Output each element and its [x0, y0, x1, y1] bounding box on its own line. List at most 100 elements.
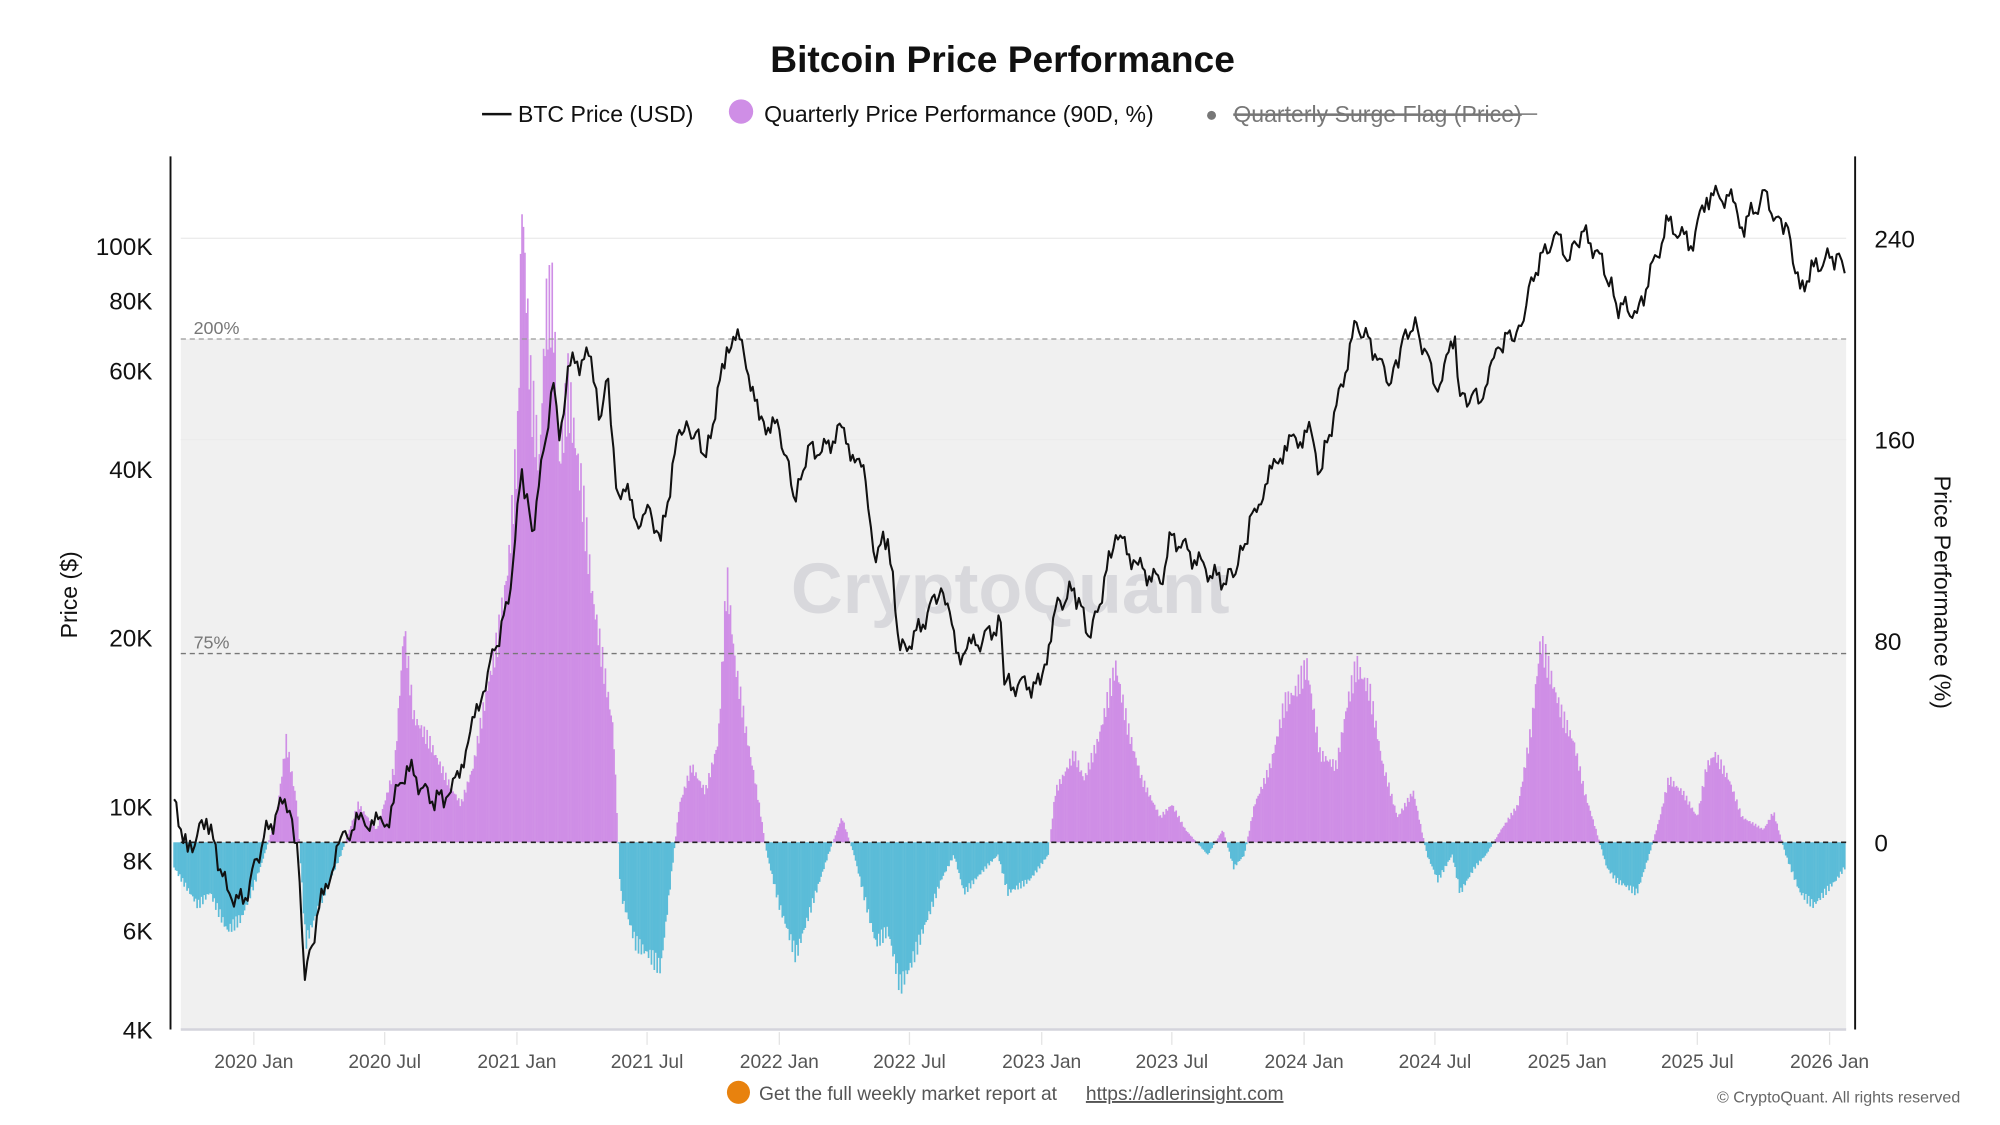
- performance-bar: [223, 842, 226, 927]
- promo-link[interactable]: https://adlerinsight.com: [1086, 1084, 1284, 1105]
- performance-bar: [528, 389, 531, 843]
- performance-bar: [245, 842, 247, 905]
- performance-bar: [1415, 805, 1418, 843]
- performance-bar: [624, 842, 627, 913]
- performance-bar: [679, 801, 682, 843]
- performance-bar: [255, 842, 257, 882]
- performance-bar: [1680, 788, 1682, 843]
- performance-bar: [1426, 842, 1429, 858]
- performance-bar: [626, 842, 628, 913]
- performance-bar: [1843, 842, 1846, 870]
- performance-bar: [203, 842, 206, 896]
- performance-bar: [489, 670, 492, 843]
- performance-bar: [399, 695, 401, 843]
- performance-bar: [721, 661, 723, 843]
- legend-item-performance[interactable]: Quarterly Price Performance (90D, %): [728, 99, 1154, 127]
- performance-bar: [754, 783, 756, 843]
- performance-bar: [1240, 842, 1242, 860]
- performance-bar: [818, 842, 821, 882]
- performance-bar: [1291, 695, 1294, 843]
- performance-bar: [1460, 842, 1462, 888]
- performance-bar: [301, 842, 303, 883]
- legend-item-surge-flag[interactable]: Quarterly Surge Flag (Price): [1207, 101, 1538, 127]
- performance-bar: [1787, 842, 1790, 864]
- performance-bar: [1277, 736, 1280, 843]
- performance-bar: [1511, 815, 1514, 843]
- performance-bar: [884, 842, 887, 939]
- performance-bar: [1485, 842, 1488, 854]
- performance-bar: [488, 681, 490, 843]
- performance-bar: [1395, 812, 1398, 843]
- performance-bar: [324, 842, 326, 896]
- performance-bar: [1035, 842, 1038, 873]
- performance-bar: [827, 842, 830, 854]
- performance-bar: [1136, 765, 1139, 843]
- performance-bar: [1385, 772, 1387, 843]
- performance-bar: [726, 567, 729, 843]
- x-tick-label: 2024 Jul: [1399, 1052, 1472, 1073]
- performance-bar: [206, 842, 209, 895]
- performance-bar: [1001, 842, 1004, 874]
- performance-bar: [654, 842, 657, 953]
- performance-bar: [503, 585, 506, 843]
- x-tick-label: 2022 Jan: [740, 1052, 819, 1073]
- performance-bar: [331, 842, 334, 876]
- performance-bar: [309, 842, 312, 926]
- performance-bar: [1045, 842, 1048, 857]
- performance-bar: [765, 842, 768, 851]
- performance-bar: [926, 842, 929, 921]
- performance-bar: [1307, 680, 1310, 843]
- performance-bar: [1346, 707, 1349, 843]
- performance-bar: [531, 437, 533, 843]
- performance-bar: [1175, 810, 1178, 843]
- performance-bar: [1701, 785, 1704, 843]
- performance-bar: [414, 725, 417, 843]
- performance-bar: [522, 226, 525, 843]
- performance-bar: [1743, 819, 1745, 843]
- performance-bar: [1306, 658, 1308, 843]
- performance-bar: [1451, 842, 1454, 855]
- performance-bar: [1204, 842, 1206, 852]
- performance-bar: [1345, 711, 1347, 843]
- performance-bar: [1155, 809, 1157, 843]
- performance-bar: [962, 842, 965, 889]
- performance-bar: [1031, 842, 1034, 876]
- ref-label-75: 75%: [194, 632, 230, 652]
- performance-bar: [1156, 809, 1159, 843]
- performance-bar: [519, 253, 522, 843]
- x-tick-label: 2024 Jan: [1265, 1052, 1344, 1073]
- performance-bar: [1079, 771, 1081, 843]
- performance-bar: [1737, 809, 1740, 843]
- performance-bar: [1353, 661, 1356, 843]
- performance-bar: [1761, 829, 1764, 843]
- performance-bar: [1809, 842, 1812, 907]
- performance-bar: [479, 717, 482, 843]
- performance-bar: [1815, 842, 1817, 904]
- performance-bar: [512, 524, 515, 843]
- performance-bar: [580, 463, 582, 843]
- performance-bar: [186, 842, 188, 891]
- performance-bar: [355, 811, 358, 843]
- performance-bar: [1700, 800, 1702, 843]
- performance-bar: [1829, 842, 1832, 884]
- performance-bar: [1218, 835, 1221, 843]
- performance-bar: [1215, 840, 1218, 843]
- performance-bar: [590, 593, 592, 843]
- performance-bar: [1063, 776, 1065, 843]
- performance-bar: [1754, 823, 1757, 843]
- performance-bar: [1343, 719, 1346, 843]
- performance-bar: [237, 842, 240, 916]
- performance-bar: [564, 383, 567, 843]
- performance-bar: [877, 842, 880, 934]
- performance-bar: [1020, 842, 1022, 889]
- performance-bar: [1040, 842, 1042, 863]
- performance-bar: [1839, 842, 1842, 872]
- performance-bar: [327, 842, 329, 888]
- performance-bar: [365, 816, 368, 843]
- legend-item-price[interactable]: BTC Price (USD): [482, 101, 693, 127]
- performance-bar: [621, 842, 624, 904]
- performance-bar: [893, 842, 896, 955]
- performance-bar: [1605, 842, 1607, 866]
- performance-bar: [834, 835, 837, 843]
- performance-bar: [1546, 677, 1548, 843]
